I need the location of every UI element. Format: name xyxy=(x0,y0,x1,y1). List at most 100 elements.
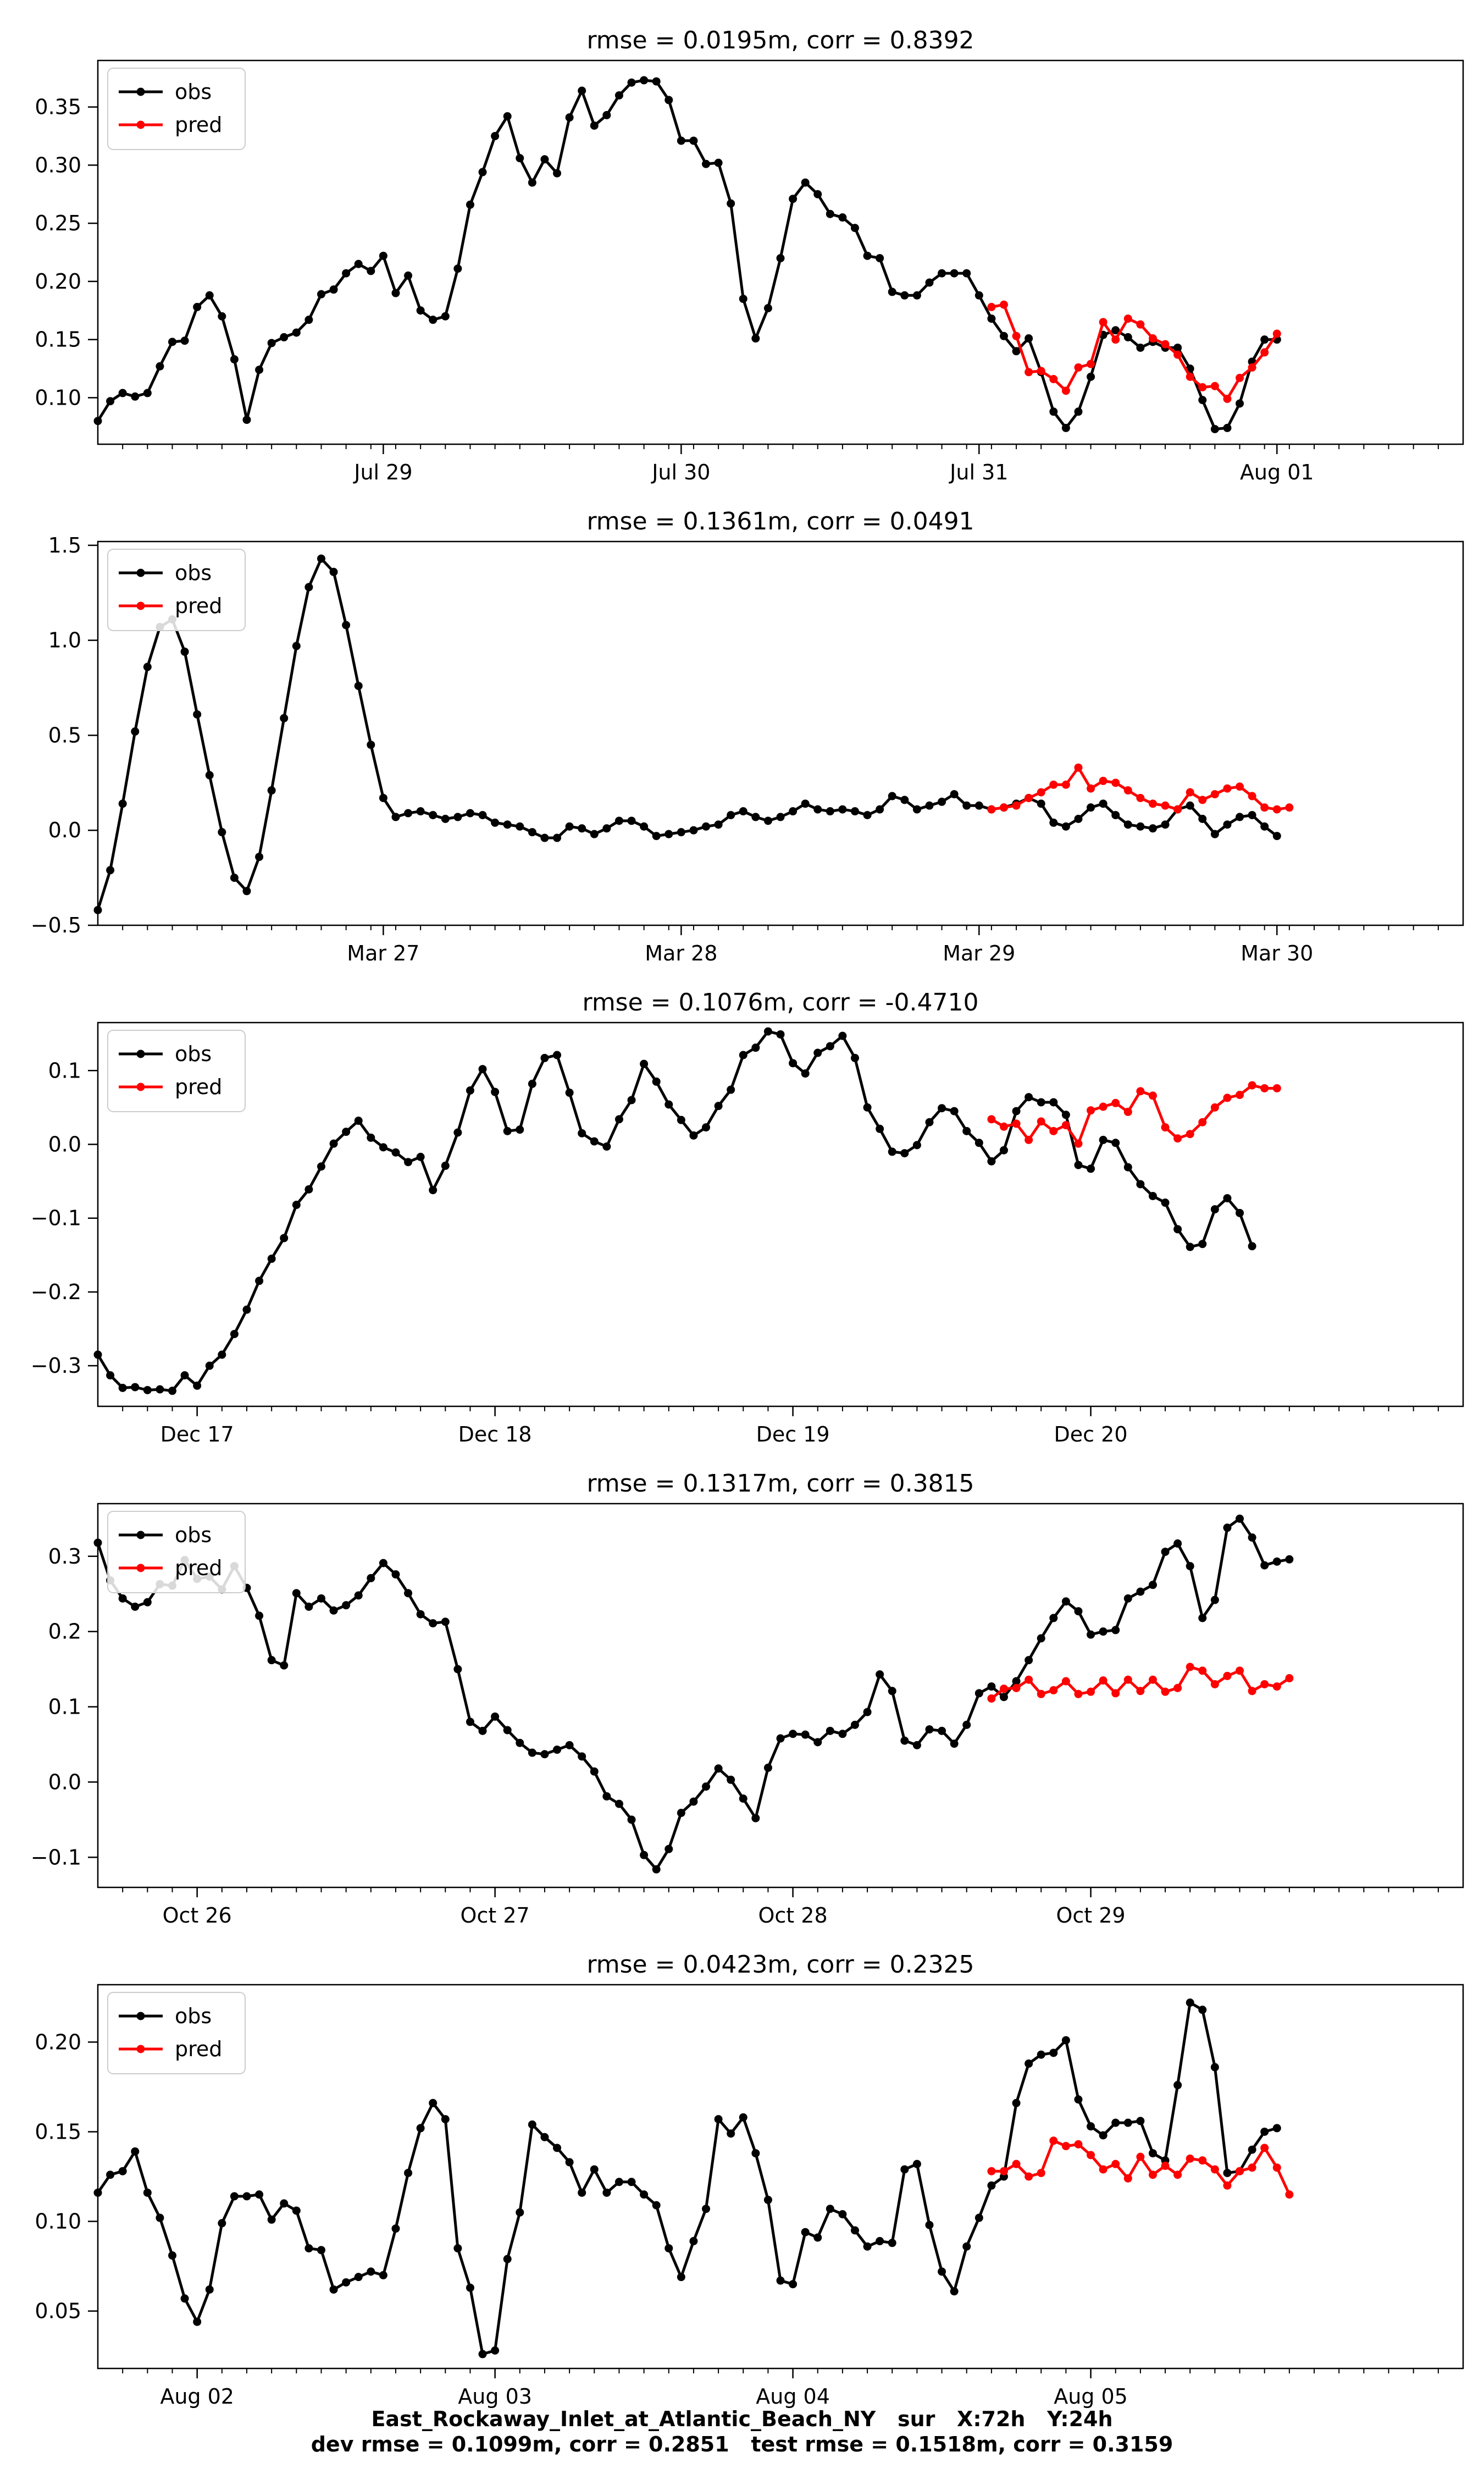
data-point xyxy=(789,195,798,203)
data-point xyxy=(193,2317,202,2326)
data-point xyxy=(205,1361,214,1370)
data-point xyxy=(652,77,661,86)
data-point xyxy=(838,805,847,814)
data-point xyxy=(441,1617,450,1626)
data-point xyxy=(565,1089,574,1097)
data-point xyxy=(553,169,562,178)
data-point xyxy=(1111,1098,1120,1107)
data-point xyxy=(1285,803,1294,812)
legend: obs pred xyxy=(107,1511,246,1593)
y-tick-label: 0.2 xyxy=(48,1620,81,1644)
data-point xyxy=(1012,801,1021,810)
data-point xyxy=(925,2221,934,2229)
data-point xyxy=(1186,788,1194,797)
data-point xyxy=(652,832,661,841)
data-point xyxy=(156,1385,164,1394)
data-point xyxy=(441,2115,450,2124)
data-point xyxy=(614,816,623,825)
data-point xyxy=(987,1157,996,1166)
legend: obs pred xyxy=(107,68,246,150)
data-point xyxy=(1198,1666,1207,1675)
data-point xyxy=(1161,1687,1170,1696)
data-point xyxy=(565,1741,574,1749)
data-point xyxy=(441,1161,450,1170)
data-point xyxy=(354,1117,363,1125)
chart-title: rmse = 0.1076m, corr = -0.4710 xyxy=(583,989,979,1017)
data-point xyxy=(1173,805,1182,814)
data-point xyxy=(1111,811,1120,820)
data-point xyxy=(727,199,735,208)
data-point xyxy=(391,289,400,297)
x-tick-label: Mar 30 xyxy=(1241,941,1313,965)
data-point xyxy=(478,811,487,820)
data-point xyxy=(540,833,549,842)
data-point xyxy=(292,2206,301,2215)
data-point xyxy=(354,2273,363,2282)
legend-marker-obs xyxy=(136,2012,145,2020)
data-point xyxy=(1049,1098,1058,1107)
data-point xyxy=(1099,1627,1108,1636)
data-point xyxy=(876,805,884,814)
data-point xyxy=(255,366,264,374)
data-point xyxy=(863,811,872,820)
data-point xyxy=(1099,2131,1108,2140)
data-point xyxy=(106,397,115,406)
data-point xyxy=(143,662,152,671)
data-point xyxy=(1285,1555,1294,1564)
data-point xyxy=(1061,2036,1070,2045)
data-point xyxy=(1186,1663,1194,1671)
data-point xyxy=(888,2239,896,2247)
data-point xyxy=(999,300,1008,309)
data-point xyxy=(627,78,636,87)
data-point xyxy=(503,112,512,121)
x-tick-label: Aug 05 xyxy=(1054,2384,1128,2409)
data-point xyxy=(850,1053,859,1062)
data-point xyxy=(1012,2099,1021,2107)
legend-label-pred: pred xyxy=(175,2037,222,2061)
data-point xyxy=(143,2188,152,2197)
data-point xyxy=(1248,2163,1256,2172)
data-point xyxy=(665,1100,673,1109)
data-point xyxy=(801,2228,810,2236)
data-point xyxy=(1260,1680,1269,1688)
y-tick-label: 0.5 xyxy=(48,723,81,747)
data-point xyxy=(1123,1163,1132,1172)
data-point xyxy=(528,828,536,837)
data-point xyxy=(354,259,363,268)
series-pred xyxy=(987,2136,1294,2199)
data-point xyxy=(1223,784,1232,793)
data-point xyxy=(1061,423,1070,432)
x-tick-label: Mar 29 xyxy=(943,941,1015,965)
x-tick-label: Jul 29 xyxy=(353,460,412,484)
data-point xyxy=(1074,763,1083,772)
data-point xyxy=(329,1139,338,1148)
data-point xyxy=(280,333,289,341)
data-point xyxy=(1012,1119,1021,1128)
data-point xyxy=(416,306,425,315)
data-point xyxy=(180,336,189,345)
data-point xyxy=(614,1115,623,1124)
data-point xyxy=(776,254,785,263)
data-point xyxy=(453,264,462,273)
data-point xyxy=(1173,350,1182,359)
plot-frame xyxy=(97,1984,1464,2370)
data-point xyxy=(1248,792,1256,800)
data-point xyxy=(1123,1675,1132,1684)
chart-5: rmse = 0.0423m, corr = 0.2325 Aug 02 Aug 0… xyxy=(35,1951,1464,2409)
data-point xyxy=(1037,1634,1045,1643)
data-point xyxy=(466,1718,474,1726)
data-point xyxy=(416,1152,425,1161)
data-point xyxy=(478,168,487,176)
chart-2: rmse = 0.1361m, corr = 0.0491 Mar 27 Mar 2… xyxy=(31,507,1464,965)
data-point xyxy=(602,111,611,119)
data-point xyxy=(553,833,562,842)
data-point xyxy=(1272,2124,1281,2133)
data-point xyxy=(1061,1597,1070,1606)
data-point xyxy=(999,332,1008,340)
data-point xyxy=(1123,314,1132,323)
data-point xyxy=(727,1775,735,1784)
data-point xyxy=(602,1792,611,1801)
data-point xyxy=(503,1126,512,1135)
data-point xyxy=(689,1131,698,1140)
